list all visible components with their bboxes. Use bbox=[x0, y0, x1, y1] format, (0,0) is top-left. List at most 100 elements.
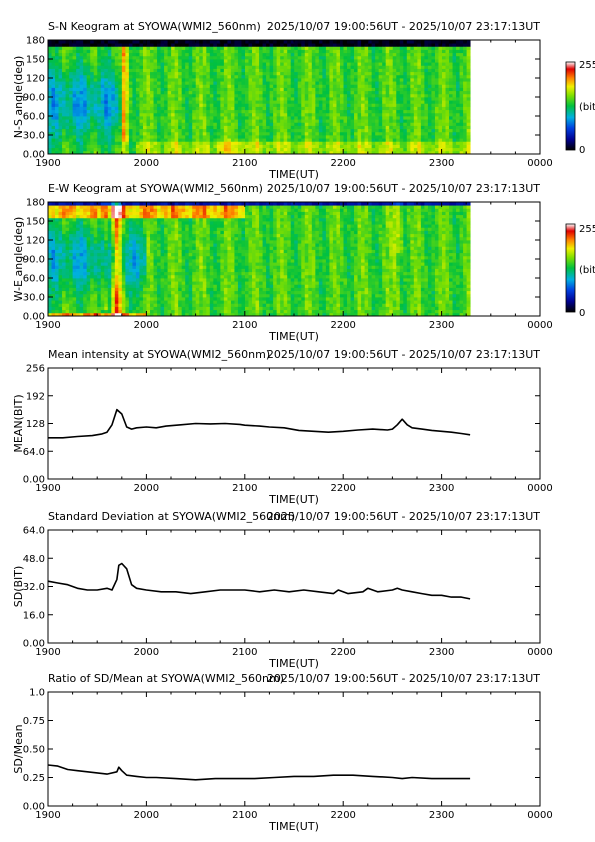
keogram-cell bbox=[97, 150, 102, 155]
keogram-cell bbox=[417, 49, 422, 54]
keogram-cell bbox=[181, 131, 186, 136]
keogram-cell bbox=[283, 112, 288, 117]
keogram-cell bbox=[135, 65, 140, 69]
keogram-cell bbox=[118, 147, 123, 152]
keogram-cell bbox=[273, 84, 278, 88]
keogram-cell bbox=[55, 271, 59, 276]
keogram-cell bbox=[413, 131, 418, 136]
keogram-cell bbox=[259, 74, 263, 79]
keogram-cell bbox=[72, 128, 77, 133]
keogram-cell bbox=[392, 141, 397, 145]
keogram-cell bbox=[142, 97, 147, 101]
keogram-cell bbox=[128, 119, 133, 123]
keogram-cell bbox=[76, 268, 81, 273]
keogram-cell bbox=[90, 202, 95, 206]
keogram-cell bbox=[223, 59, 228, 63]
keogram-cell bbox=[199, 65, 204, 69]
keogram-cell bbox=[174, 119, 179, 123]
sn-keogram-time-range: 2025/10/07 19:00:56UT - 2025/10/07 23:17… bbox=[267, 20, 540, 33]
keogram-cell bbox=[241, 81, 246, 85]
keogram-cell bbox=[399, 78, 404, 82]
keogram-cell bbox=[343, 112, 348, 117]
keogram-cell bbox=[255, 84, 260, 88]
keogram-cell bbox=[164, 81, 169, 85]
keogram-cell bbox=[329, 103, 334, 107]
keogram-cell bbox=[441, 43, 446, 47]
keogram-cell bbox=[216, 116, 221, 120]
keogram-cell bbox=[252, 59, 256, 63]
keogram-cell bbox=[325, 150, 330, 155]
keogram-cell bbox=[403, 46, 408, 50]
keogram-cell bbox=[202, 141, 207, 145]
keogram-cell bbox=[294, 119, 299, 123]
keogram-cell bbox=[171, 43, 176, 47]
keogram-cell bbox=[100, 138, 105, 142]
keogram-cell bbox=[79, 300, 84, 304]
keogram-cell bbox=[297, 147, 302, 152]
keogram-cell bbox=[76, 49, 81, 54]
keogram-cell bbox=[107, 78, 112, 82]
keogram-cell bbox=[93, 271, 98, 276]
keogram-cell bbox=[185, 112, 190, 117]
keogram-cell bbox=[55, 217, 59, 222]
keogram-cell bbox=[318, 87, 323, 92]
keogram-cell bbox=[51, 221, 56, 225]
keogram-cell bbox=[83, 293, 88, 298]
keogram-cell bbox=[347, 131, 351, 136]
keogram-cell bbox=[160, 147, 165, 152]
keogram-cell bbox=[389, 62, 394, 66]
keogram-cell bbox=[125, 55, 130, 60]
keogram-cell bbox=[62, 259, 66, 263]
keogram-cell bbox=[290, 122, 295, 126]
keogram-cell bbox=[262, 90, 267, 95]
keogram-cell bbox=[48, 74, 52, 79]
keogram-cell bbox=[132, 147, 137, 152]
keogram-cell bbox=[399, 46, 404, 50]
keogram-cell bbox=[322, 106, 327, 111]
keogram-cell bbox=[332, 81, 337, 85]
keogram-cell bbox=[350, 116, 355, 120]
keogram-cell bbox=[452, 138, 457, 142]
keogram-cell bbox=[58, 43, 63, 47]
keogram-cell bbox=[301, 112, 306, 117]
keogram-cell bbox=[297, 100, 302, 104]
keogram-cell bbox=[79, 202, 84, 206]
keogram-cell bbox=[69, 40, 74, 44]
keogram-cell bbox=[188, 97, 193, 101]
keogram-cell bbox=[364, 135, 369, 139]
keogram-cell bbox=[100, 268, 105, 273]
keogram-cell bbox=[97, 138, 102, 142]
keogram-cell bbox=[259, 46, 263, 50]
keogram-cell bbox=[55, 249, 59, 254]
keogram-cell bbox=[86, 40, 91, 44]
keogram-cell bbox=[121, 100, 126, 104]
keogram-cell bbox=[378, 43, 383, 47]
keogram-cell bbox=[259, 43, 263, 47]
keogram-cell bbox=[347, 68, 351, 73]
keogram-cell bbox=[301, 65, 306, 69]
keogram-cell bbox=[164, 100, 169, 104]
keogram-cell bbox=[241, 116, 246, 120]
keogram-cell bbox=[139, 55, 144, 60]
keogram-cell bbox=[311, 122, 316, 126]
keogram-cell bbox=[332, 144, 337, 149]
keogram-cell bbox=[227, 68, 232, 73]
keogram-cell bbox=[315, 93, 320, 98]
keogram-cell bbox=[392, 135, 397, 139]
keogram-cell bbox=[336, 71, 341, 76]
keogram-cell bbox=[93, 141, 98, 145]
keogram-cell bbox=[199, 68, 204, 73]
keogram-cell bbox=[410, 112, 415, 117]
keogram-cell bbox=[171, 135, 176, 139]
keogram-cell bbox=[51, 287, 56, 292]
keogram-cell bbox=[118, 71, 123, 76]
keogram-cell bbox=[227, 147, 232, 152]
keogram-cell bbox=[181, 122, 186, 126]
keogram-cell bbox=[107, 74, 112, 79]
keogram-cell bbox=[361, 52, 365, 57]
keogram-cell bbox=[199, 106, 204, 111]
keogram-cell bbox=[164, 78, 169, 82]
keogram-cell bbox=[347, 43, 351, 47]
keogram-cell bbox=[83, 262, 88, 266]
keogram-cell bbox=[93, 312, 98, 317]
